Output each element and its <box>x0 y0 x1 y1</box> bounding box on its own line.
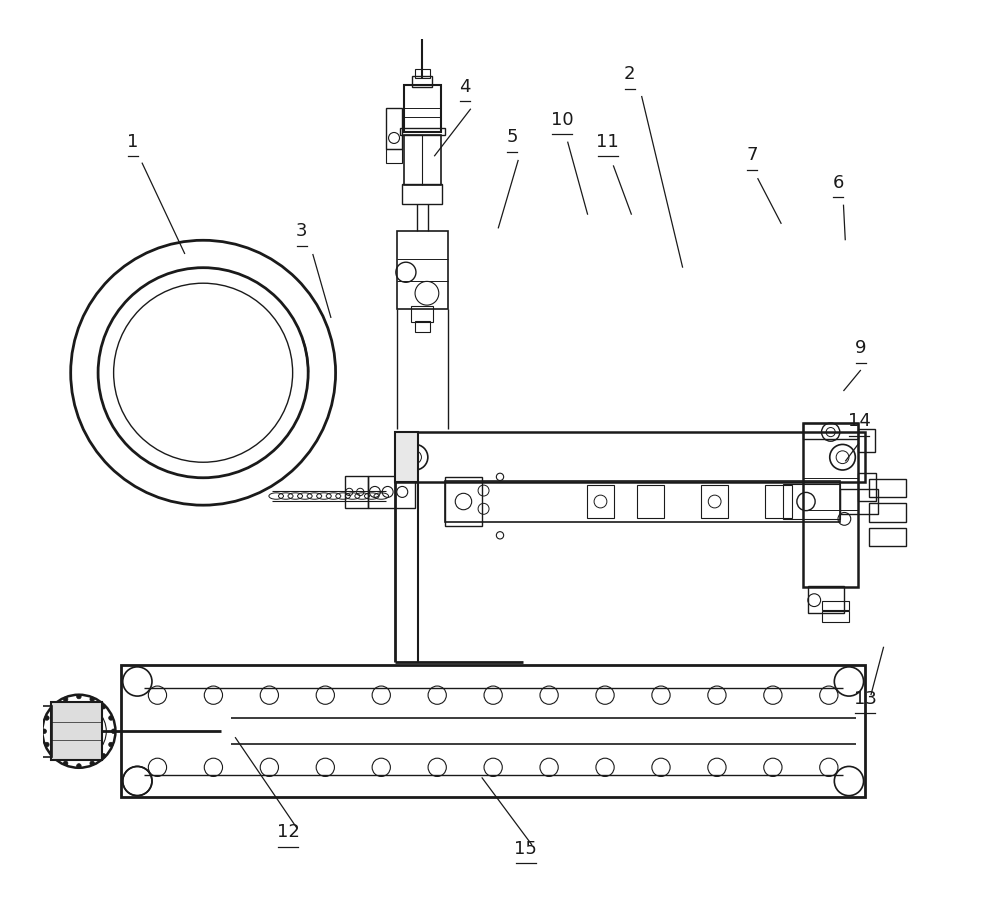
Bar <box>395 432 418 482</box>
Text: 9: 9 <box>855 339 867 357</box>
Circle shape <box>45 743 49 747</box>
Text: 12: 12 <box>277 823 300 841</box>
Bar <box>51 702 102 761</box>
Text: 13: 13 <box>854 690 877 708</box>
Bar <box>765 485 792 518</box>
Bar <box>783 484 840 519</box>
Bar <box>412 76 432 86</box>
Text: 7: 7 <box>746 146 758 165</box>
Bar <box>869 528 906 546</box>
Text: 10: 10 <box>551 111 573 129</box>
Bar <box>397 232 448 309</box>
Bar <box>858 473 876 501</box>
Bar <box>345 476 368 508</box>
Bar <box>587 485 614 518</box>
Bar <box>869 479 906 497</box>
Bar <box>637 485 664 518</box>
Circle shape <box>101 705 106 709</box>
Bar <box>400 128 445 135</box>
Text: 2: 2 <box>624 65 635 83</box>
Bar <box>121 665 865 798</box>
Bar <box>415 321 430 332</box>
Bar <box>445 477 482 527</box>
Bar <box>840 489 878 515</box>
Bar <box>858 429 875 452</box>
Bar <box>404 135 441 186</box>
Bar <box>808 585 844 613</box>
Circle shape <box>52 754 57 758</box>
Text: 6: 6 <box>832 174 844 192</box>
Text: 4: 4 <box>460 78 471 96</box>
Circle shape <box>45 716 49 720</box>
Bar <box>386 108 402 149</box>
Text: 14: 14 <box>848 413 870 430</box>
Bar <box>445 482 840 522</box>
Text: 1: 1 <box>127 132 138 151</box>
Text: 15: 15 <box>514 840 537 857</box>
Bar <box>803 423 858 439</box>
Circle shape <box>63 761 68 766</box>
Bar <box>404 85 441 132</box>
Circle shape <box>42 729 46 733</box>
Bar <box>869 504 906 522</box>
Bar <box>415 69 430 78</box>
Bar <box>402 184 442 204</box>
Bar <box>395 432 865 482</box>
Circle shape <box>109 716 113 720</box>
Text: 11: 11 <box>596 132 619 151</box>
Text: 5: 5 <box>506 128 518 146</box>
Circle shape <box>77 694 81 698</box>
Circle shape <box>101 754 106 758</box>
Text: 3: 3 <box>296 222 308 240</box>
Bar <box>701 485 728 518</box>
Bar <box>803 423 858 587</box>
Circle shape <box>90 761 94 766</box>
Bar <box>822 611 849 622</box>
Bar <box>411 306 433 323</box>
Circle shape <box>109 743 113 747</box>
Circle shape <box>90 697 94 701</box>
Circle shape <box>111 729 116 733</box>
Bar <box>386 149 402 163</box>
Circle shape <box>52 705 57 709</box>
Bar <box>368 476 415 508</box>
Bar <box>822 601 849 610</box>
Bar <box>36 706 52 757</box>
Circle shape <box>63 697 68 701</box>
Circle shape <box>77 764 81 768</box>
